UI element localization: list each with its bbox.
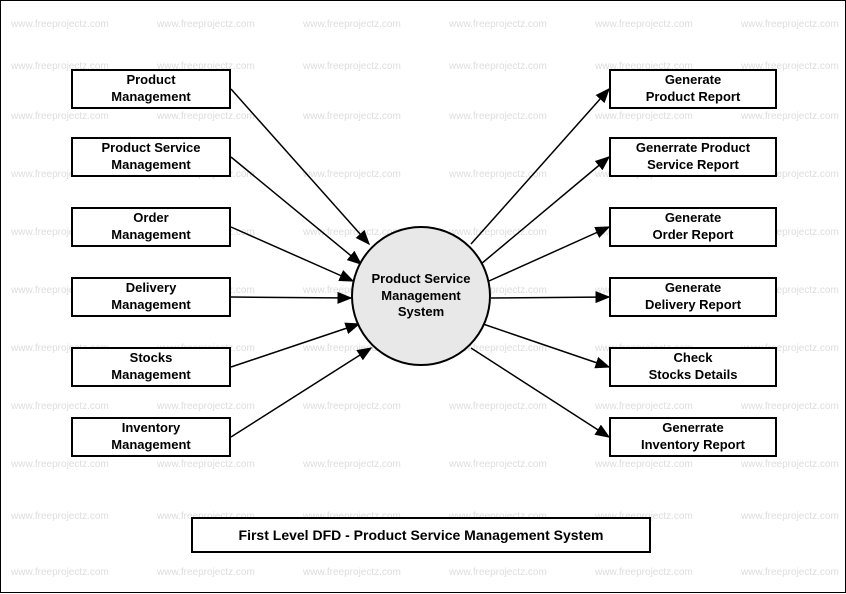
- watermark-text: www.freeprojectz.com: [11, 511, 109, 522]
- watermark-text: www.freeprojectz.com: [303, 19, 401, 30]
- watermark-text: www.freeprojectz.com: [449, 61, 547, 72]
- watermark-text: www.freeprojectz.com: [303, 111, 401, 122]
- right-entity-4: Check Stocks Details: [609, 347, 777, 387]
- watermark-text: www.freeprojectz.com: [303, 459, 401, 470]
- watermark-text: www.freeprojectz.com: [11, 111, 109, 122]
- watermark-text: www.freeprojectz.com: [449, 567, 547, 578]
- center-process-label: Product Service Management System: [372, 271, 471, 322]
- watermark-text: www.freeprojectz.com: [741, 401, 839, 412]
- right-entity-1: Generrate Product Service Report: [609, 137, 777, 177]
- watermark-text: www.freeprojectz.com: [303, 401, 401, 412]
- watermark-text: www.freeprojectz.com: [741, 111, 839, 122]
- watermark-text: www.freeprojectz.com: [449, 169, 547, 180]
- right-entity-2: Generate Order Report: [609, 207, 777, 247]
- right-entity-3: Generate Delivery Report: [609, 277, 777, 317]
- watermark-text: www.freeprojectz.com: [157, 19, 255, 30]
- center-process: Product Service Management System: [351, 226, 491, 366]
- watermark-text: www.freeprojectz.com: [595, 19, 693, 30]
- watermark-text: www.freeprojectz.com: [303, 567, 401, 578]
- left-entity-5: Inventory Management: [71, 417, 231, 457]
- left-entity-4: Stocks Management: [71, 347, 231, 387]
- watermark-text: www.freeprojectz.com: [449, 401, 547, 412]
- watermark-text: www.freeprojectz.com: [11, 19, 109, 30]
- watermark-text: www.freeprojectz.com: [595, 567, 693, 578]
- right-entity-0: Generate Product Report: [609, 69, 777, 109]
- watermark-text: www.freeprojectz.com: [595, 459, 693, 470]
- watermark-text: www.freeprojectz.com: [741, 511, 839, 522]
- watermark-text: www.freeprojectz.com: [595, 111, 693, 122]
- watermark-text: www.freeprojectz.com: [449, 111, 547, 122]
- left-entity-2: Order Management: [71, 207, 231, 247]
- left-entity-3: Delivery Management: [71, 277, 231, 317]
- watermark-text: www.freeprojectz.com: [157, 111, 255, 122]
- watermark-text: www.freeprojectz.com: [303, 169, 401, 180]
- right-entity-5: Generrate Inventory Report: [609, 417, 777, 457]
- watermark-text: www.freeprojectz.com: [449, 227, 547, 238]
- watermark-text: www.freeprojectz.com: [741, 459, 839, 470]
- watermark-text: www.freeprojectz.com: [157, 459, 255, 470]
- watermark-text: www.freeprojectz.com: [741, 19, 839, 30]
- watermark-text: www.freeprojectz.com: [157, 401, 255, 412]
- watermark-text: www.freeprojectz.com: [449, 19, 547, 30]
- watermark-text: www.freeprojectz.com: [11, 567, 109, 578]
- watermark-text: www.freeprojectz.com: [449, 459, 547, 470]
- watermark-text: www.freeprojectz.com: [157, 567, 255, 578]
- diagram-title: First Level DFD - Product Service Manage…: [239, 527, 604, 543]
- watermark-text: www.freeprojectz.com: [595, 401, 693, 412]
- watermark-text: www.freeprojectz.com: [303, 61, 401, 72]
- left-entity-1: Product Service Management: [71, 137, 231, 177]
- watermark-text: www.freeprojectz.com: [741, 567, 839, 578]
- diagram-title-box: First Level DFD - Product Service Manage…: [191, 517, 651, 553]
- watermark-text: www.freeprojectz.com: [11, 401, 109, 412]
- left-entity-0: Product Management: [71, 69, 231, 109]
- watermark-text: www.freeprojectz.com: [11, 459, 109, 470]
